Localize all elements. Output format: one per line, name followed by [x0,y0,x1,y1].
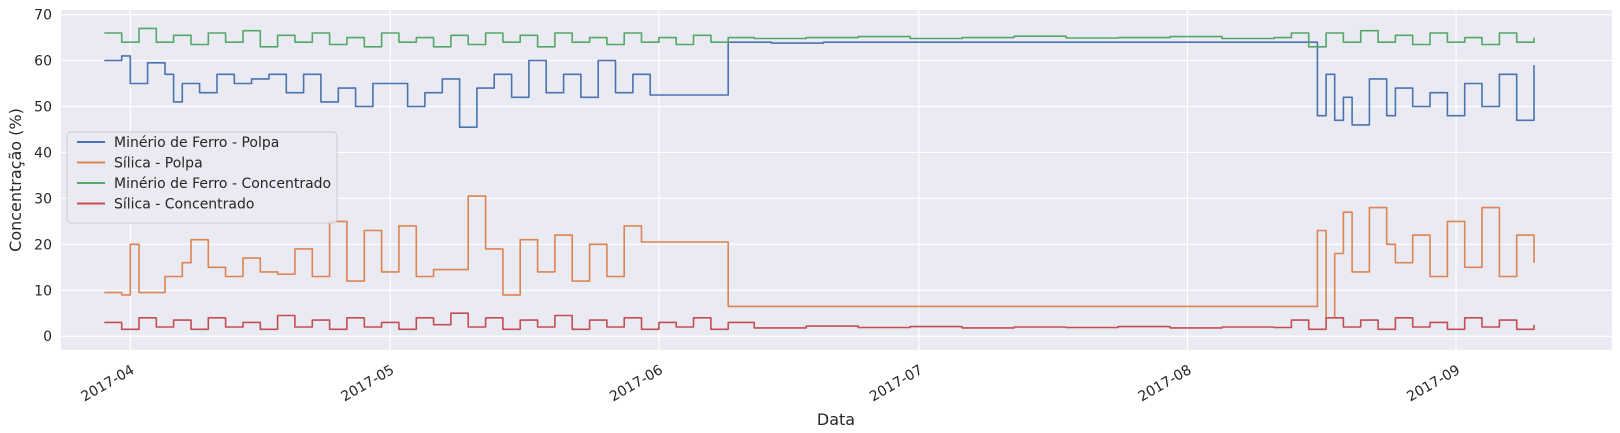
legend-label: Minério de Ferro - Polpa [114,135,279,151]
legend-label: Sílica - Polpa [114,156,203,172]
x-axis-label: Data [817,410,855,429]
x-tick-label: 2017-06 [607,362,666,405]
x-tick-label: 2017-04 [79,362,138,405]
series-lines [104,27,1535,331]
series-line-silica-concentrado [104,312,1535,331]
y-axis-label: Concentração (%) [6,108,25,252]
y-tick-label: 30 [34,191,52,207]
y-tick-label: 10 [34,283,52,299]
y-tick-label: 40 [34,145,52,161]
y-tick-label: 50 [34,99,52,115]
y-tick-label: 70 [34,8,52,24]
series-line-minerio-de-ferro-polpa [104,41,1535,128]
legend-label: Sílica - Concentrado [114,197,254,213]
y-tick-label: 0 [43,329,52,345]
y-tick-label: 20 [34,237,52,253]
x-tick-label: 2017-05 [339,362,398,405]
legend-label: Minério de Ferro - Concentrado [114,176,331,192]
x-tick-label: 2017-07 [867,362,926,405]
legend: Minério de Ferro - Polpa Sílica - Polpa Mi… [66,131,338,224]
series-line-minerio-de-ferro-concentrado [104,27,1535,48]
series-line-silica-polpa [104,195,1535,319]
x-tick-label: 2017-08 [1136,362,1195,405]
x-tick-labels: 2017-04 2017-05 2017-06 2017-07 2017-08 2017-… [79,362,1463,405]
x-tick-label: 2017-09 [1404,362,1463,405]
y-tick-label: 60 [34,54,52,70]
y-tick-labels: 0 10 20 30 40 50 60 70 [34,8,52,346]
legend-box [66,131,338,224]
